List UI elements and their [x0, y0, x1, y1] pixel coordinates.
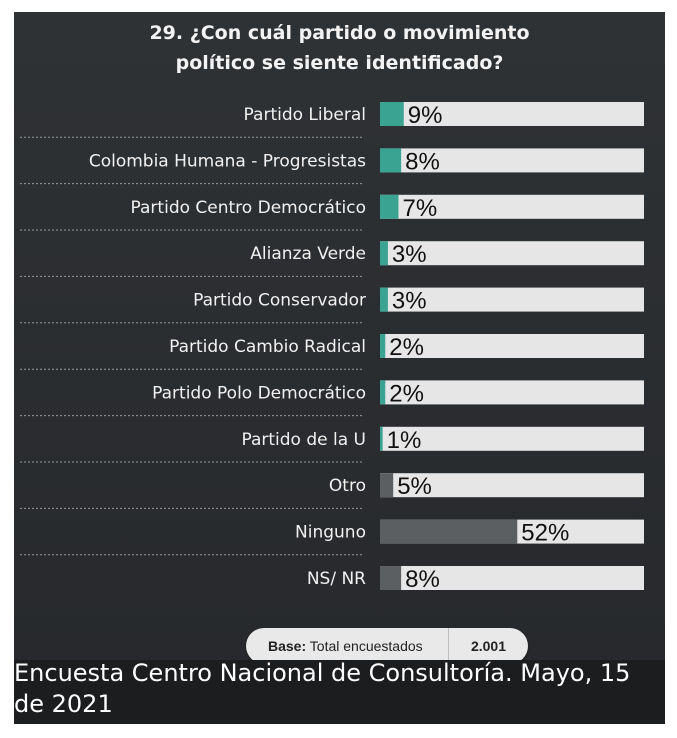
- bar-track: [380, 194, 644, 219]
- bar: [380, 148, 402, 173]
- base-label-bold: Base:: [268, 638, 307, 654]
- base-badge: Base: Total encuestados 2.001: [246, 628, 528, 664]
- chart-title-line-2: político se siente identificado?: [175, 52, 504, 74]
- bar: [380, 102, 404, 126]
- bar: [380, 287, 388, 312]
- category-label: Partido Liberal: [244, 105, 366, 125]
- bar-value-label: 8%: [405, 566, 440, 593]
- bar: [380, 566, 402, 590]
- base-divider: [448, 628, 449, 664]
- chart-card: 29. ¿Con cuál partido o movimiento polít…: [14, 12, 665, 724]
- category-label: Otro: [329, 476, 366, 496]
- category-label: Partido Polo Democrático: [152, 383, 366, 403]
- bar-value-label: 1%: [387, 427, 422, 454]
- chart-title-line-1: 29. ¿Con cuál partido o movimiento: [149, 22, 530, 44]
- category-label: Partido Conservador: [193, 291, 366, 311]
- bar: [380, 380, 386, 405]
- bar-value-label: 3%: [392, 288, 427, 315]
- bar-track: [380, 148, 644, 173]
- bar-value-label: 52%: [521, 520, 569, 547]
- bar: [380, 519, 518, 544]
- bar-track: [380, 473, 644, 498]
- bar-track: [380, 334, 644, 358]
- bar-value-label: 2%: [389, 334, 424, 361]
- bar-value-label: 2%: [389, 380, 424, 407]
- bar-value-label: 7%: [402, 195, 437, 222]
- bar: [380, 241, 388, 266]
- bar: [380, 426, 383, 451]
- bar-track: [380, 380, 644, 405]
- category-label: Partido de la U: [241, 430, 366, 450]
- category-label: NS/ NR: [307, 569, 366, 589]
- caption-band: [14, 660, 665, 724]
- source-caption: Encuesta Centro Nacional de Consultoría.…: [14, 659, 631, 718]
- bar-track: [380, 566, 644, 590]
- bar-track: [380, 426, 644, 451]
- chart-title: 29. ¿Con cuál partido o movimiento polít…: [14, 18, 665, 78]
- bar-track: [380, 287, 644, 312]
- bar-track: [380, 102, 644, 126]
- bar-value-label: 9%: [408, 102, 443, 129]
- category-label: Partido Centro Democrático: [131, 198, 366, 218]
- category-label: Colombia Humana - Progresistas: [89, 151, 366, 171]
- bar: [380, 334, 386, 358]
- bar-value-label: 3%: [392, 241, 427, 268]
- category-label: Partido Cambio Radical: [169, 337, 366, 357]
- bar-value-label: 5%: [397, 473, 432, 500]
- bar-chart: Partido Liberal 9% Colombia Humana - Progr…: [20, 102, 644, 593]
- base-label: Base: Total encuestados: [246, 638, 448, 654]
- bar-track: [380, 241, 644, 266]
- bar: [380, 473, 394, 498]
- bar-value-label: 8%: [405, 148, 440, 175]
- bar: [380, 194, 399, 219]
- base-label-text: Total encuestados: [309, 638, 423, 654]
- base-value: 2.001: [470, 638, 507, 654]
- category-label: Alianza Verde: [250, 244, 366, 264]
- category-label: Ninguno: [295, 523, 366, 543]
